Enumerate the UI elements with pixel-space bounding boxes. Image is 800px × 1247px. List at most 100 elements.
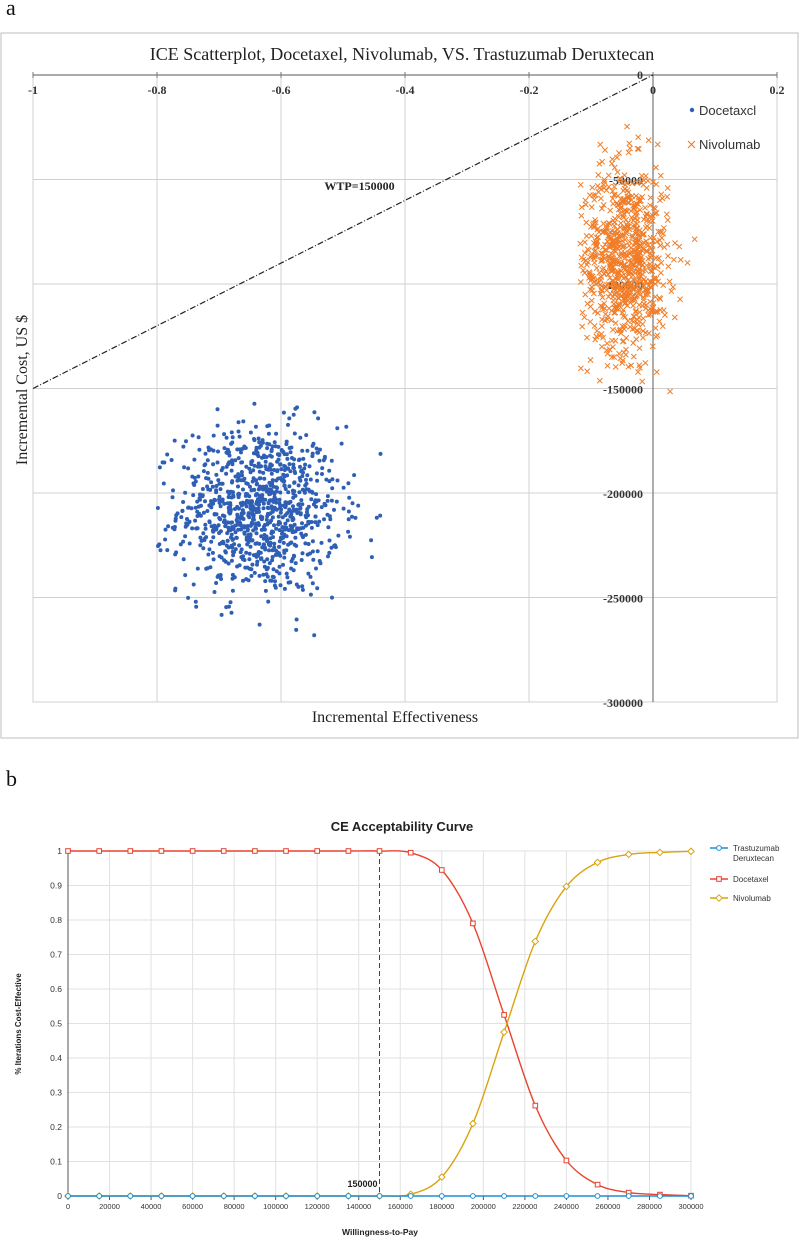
data-point xyxy=(239,503,244,508)
data-point xyxy=(341,506,346,511)
data-point xyxy=(271,535,275,540)
data-point xyxy=(615,192,621,199)
data-point xyxy=(158,548,163,553)
series-docetaxel xyxy=(65,848,694,1199)
data-point xyxy=(283,464,288,469)
data-point xyxy=(592,219,599,226)
data-point xyxy=(191,582,196,587)
data-point xyxy=(288,523,293,528)
data-point xyxy=(280,525,285,530)
data-point xyxy=(609,241,616,248)
data-point xyxy=(655,255,662,262)
data-point xyxy=(304,433,309,438)
data-point xyxy=(257,440,262,445)
data-point xyxy=(241,554,246,559)
data-point xyxy=(639,378,646,385)
data-point xyxy=(316,416,321,421)
data-point xyxy=(615,294,622,301)
data-point xyxy=(327,479,332,484)
data-point xyxy=(670,256,677,263)
data-point xyxy=(611,191,618,198)
data-point xyxy=(230,461,235,466)
data-point xyxy=(283,1193,289,1199)
data-point xyxy=(226,495,231,500)
data-point xyxy=(257,445,262,450)
data-point xyxy=(234,535,239,540)
data-point xyxy=(601,270,608,277)
data-point xyxy=(259,556,264,561)
data-point xyxy=(229,430,234,435)
panel-b-label: b xyxy=(6,766,17,791)
data-point xyxy=(655,228,662,235)
data-point xyxy=(286,490,291,495)
data-point xyxy=(625,149,632,156)
data-point xyxy=(267,548,271,553)
data-point xyxy=(642,359,649,366)
data-point xyxy=(207,519,212,524)
data-point xyxy=(581,249,588,256)
data-point xyxy=(330,477,335,482)
data-point xyxy=(272,468,277,472)
data-point xyxy=(657,172,664,179)
data-point xyxy=(606,346,613,353)
data-point xyxy=(235,519,240,524)
data-point xyxy=(345,1193,352,1199)
data-point xyxy=(224,471,229,476)
chart-b-title: CE Acceptability Curve xyxy=(331,819,474,834)
data-point xyxy=(500,1028,509,1037)
data-point xyxy=(289,514,294,519)
data-point xyxy=(257,541,262,546)
data-point xyxy=(211,535,216,540)
data-point xyxy=(346,529,351,534)
data-point xyxy=(300,448,305,453)
data-point xyxy=(630,353,637,360)
data-point xyxy=(335,478,340,483)
data-point xyxy=(258,514,263,519)
data-point xyxy=(622,314,629,320)
data-point xyxy=(247,515,252,520)
data-point xyxy=(634,180,641,186)
data-point xyxy=(317,559,322,563)
data-point xyxy=(201,546,206,551)
data-point xyxy=(605,253,612,260)
data-point xyxy=(96,848,103,854)
data-point xyxy=(668,288,675,295)
data-point xyxy=(267,480,272,485)
data-point xyxy=(652,293,659,300)
y-tick-label: 0.5 xyxy=(50,1019,62,1029)
data-point xyxy=(195,514,200,518)
data-point xyxy=(286,422,290,427)
data-point xyxy=(298,511,303,516)
data-point xyxy=(218,529,223,534)
data-point xyxy=(216,449,220,454)
data-point xyxy=(326,525,331,530)
data-point xyxy=(300,487,305,492)
data-point xyxy=(647,194,654,201)
data-point xyxy=(635,369,641,375)
data-point xyxy=(621,172,628,179)
data-point xyxy=(237,434,242,439)
data-point xyxy=(665,263,672,270)
data-point xyxy=(205,566,210,571)
data-point xyxy=(613,200,620,207)
data-point xyxy=(242,476,247,481)
data-point xyxy=(344,424,349,429)
data-point xyxy=(593,265,600,271)
data-point xyxy=(296,483,301,488)
data-point xyxy=(305,510,309,515)
data-point xyxy=(257,476,262,481)
data-point xyxy=(218,517,223,522)
data-point xyxy=(592,238,599,245)
data-point xyxy=(628,207,635,214)
data-point xyxy=(608,354,615,361)
data-point xyxy=(290,530,295,535)
legend-marker-docetaxcl xyxy=(689,107,695,113)
y-tick-label: 0.2 xyxy=(50,1122,62,1132)
data-point xyxy=(201,469,206,474)
data-point xyxy=(652,325,659,332)
data-point xyxy=(647,277,654,284)
data-point xyxy=(236,420,241,425)
data-point xyxy=(577,365,584,372)
y-tick-label: 0.1 xyxy=(50,1157,62,1167)
data-point xyxy=(615,206,622,213)
